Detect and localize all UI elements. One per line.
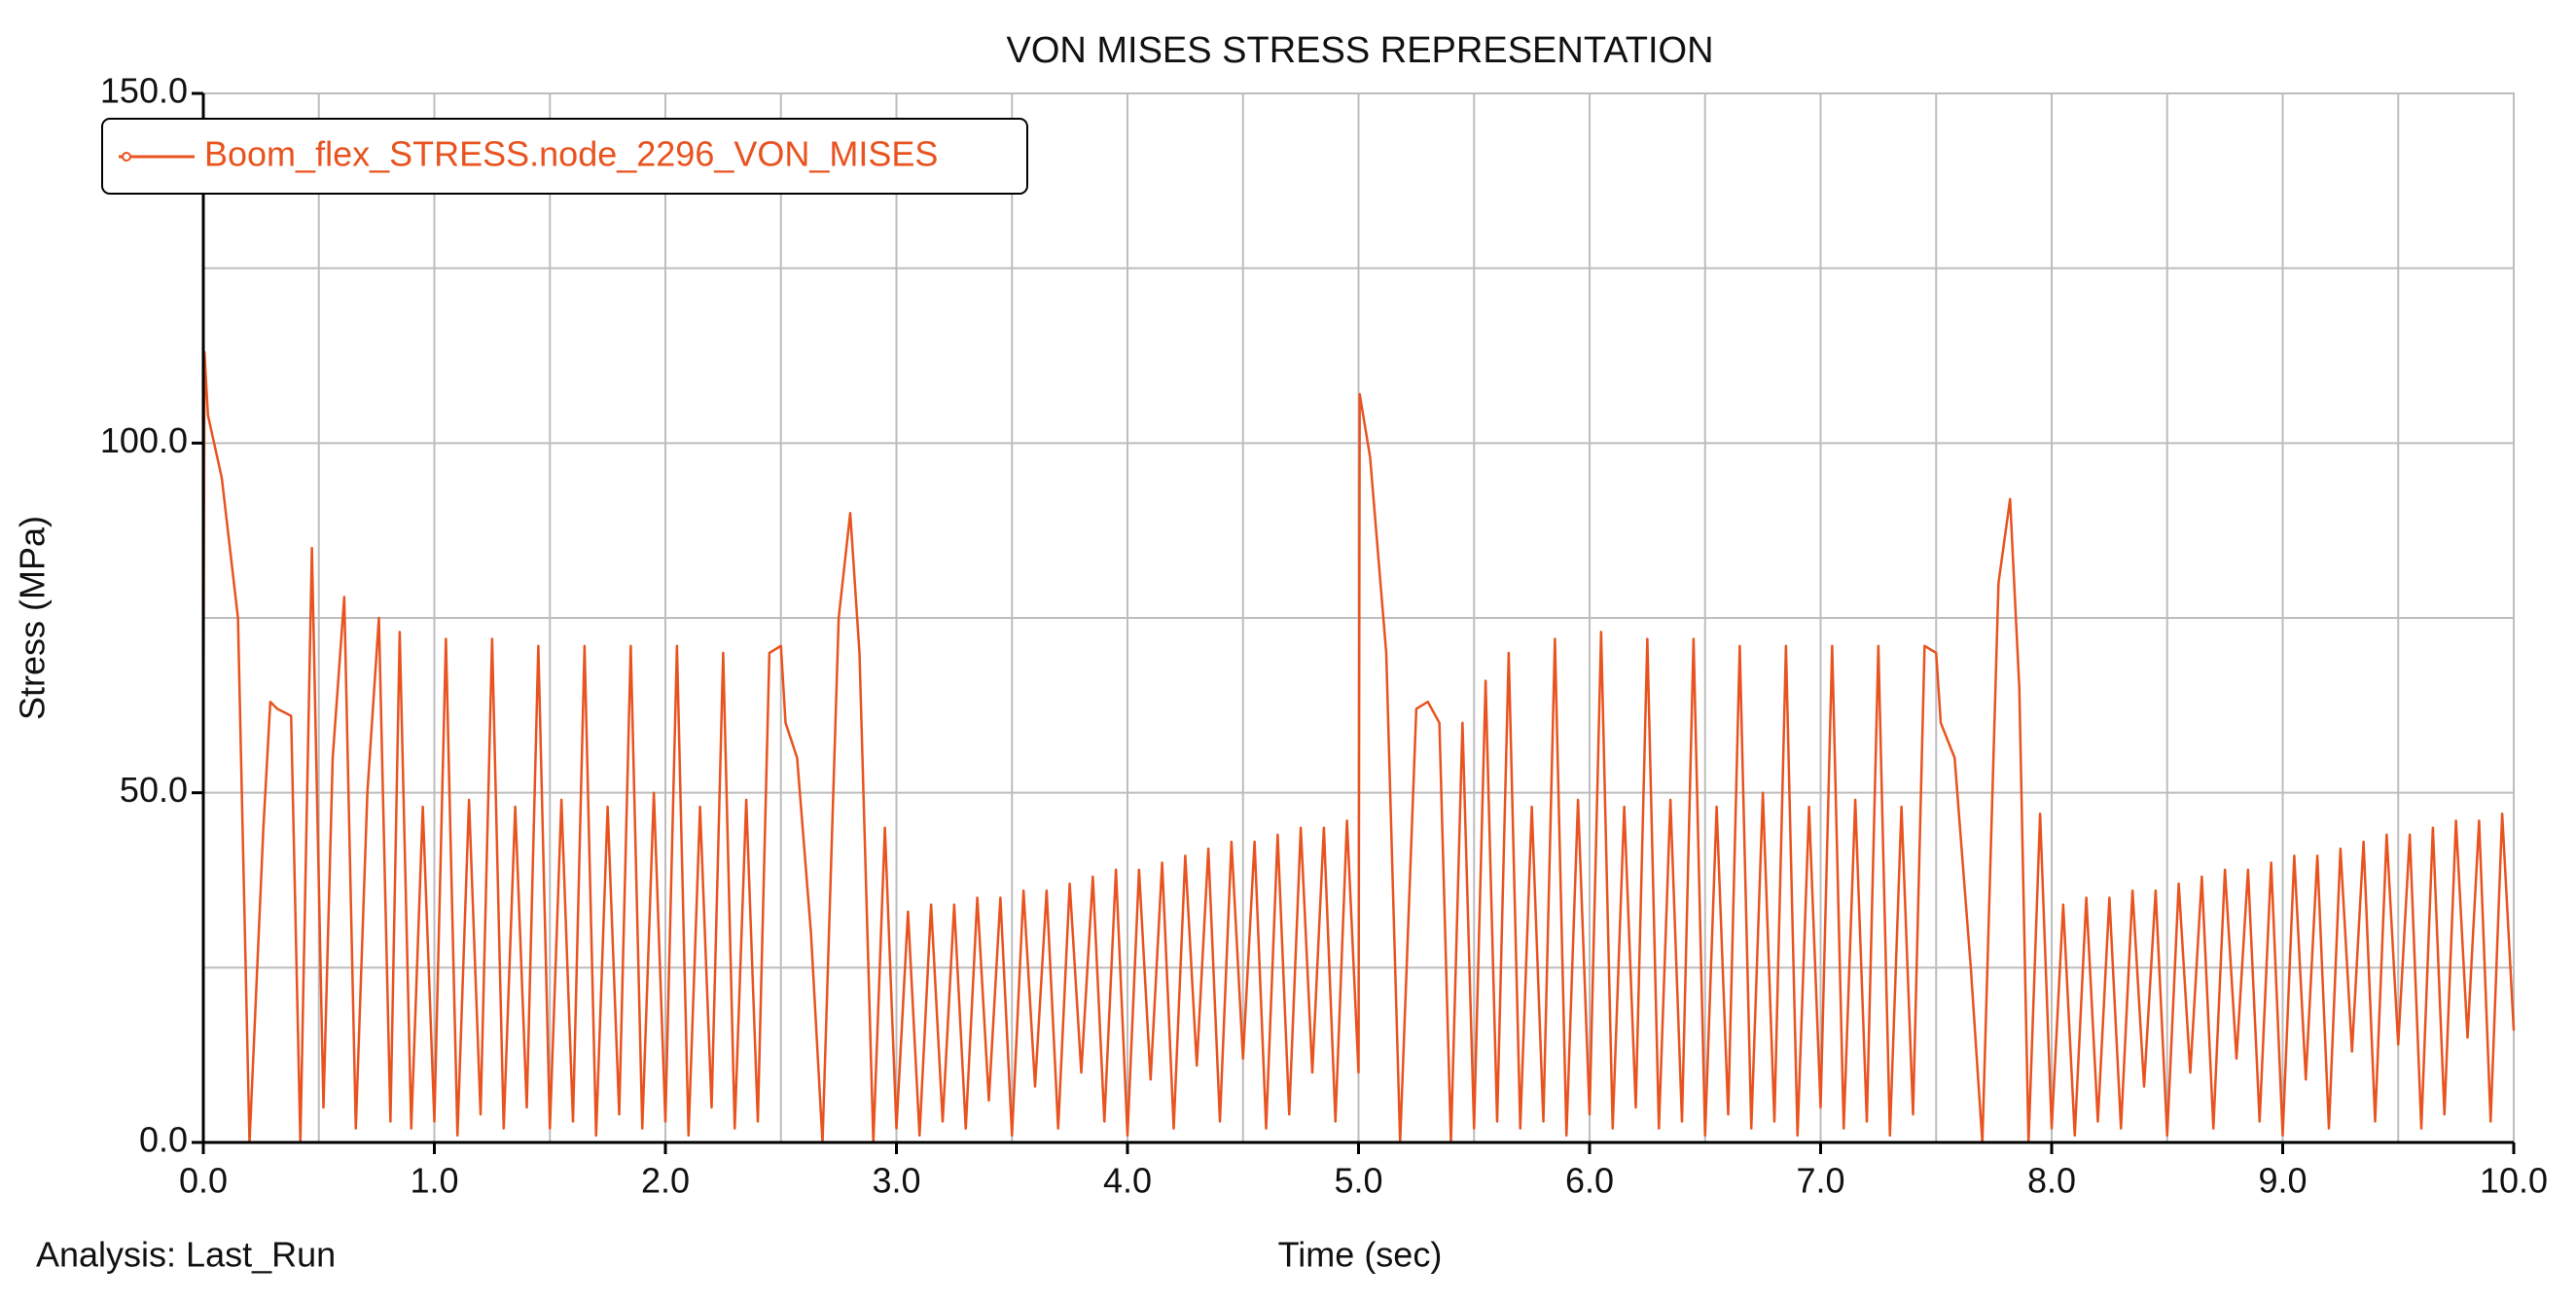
y-tick-label: 0.0 bbox=[139, 1120, 188, 1160]
x-tick-label: 7.0 bbox=[1796, 1161, 1844, 1201]
x-tick-label: 4.0 bbox=[1103, 1161, 1152, 1201]
y-tick-label: 150.0 bbox=[100, 71, 188, 111]
data-line bbox=[201, 350, 2516, 1144]
legend-label: Boom_flex_STRESS.node_2296_VON_MISES bbox=[204, 134, 938, 174]
footer: Analysis: Last_Run bbox=[36, 1235, 336, 1275]
y-axis-label: Stress (MPa) bbox=[13, 516, 53, 720]
x-tick-label: 9.0 bbox=[2258, 1161, 2307, 1201]
x-tick-label: 3.0 bbox=[872, 1161, 920, 1201]
chart-title: VON MISES STRESS REPRESENTATION bbox=[1006, 30, 1713, 71]
x-tick-label: 10.0 bbox=[2480, 1161, 2548, 1201]
x-tick-label: 6.0 bbox=[1565, 1161, 1614, 1201]
x-axis-label: Time (sec) bbox=[1278, 1235, 1443, 1275]
y-tick-label: 50.0 bbox=[120, 770, 188, 810]
x-tick-label: 0.0 bbox=[179, 1161, 228, 1201]
x-tick-label: 5.0 bbox=[1334, 1161, 1382, 1201]
legend-marker bbox=[122, 152, 131, 162]
y-tick-label: 100.0 bbox=[100, 420, 188, 460]
x-tick-label: 1.0 bbox=[410, 1161, 458, 1201]
x-tick-label: 8.0 bbox=[2027, 1161, 2076, 1201]
x-tick-label: 2.0 bbox=[641, 1161, 690, 1201]
legend-box bbox=[101, 118, 1028, 195]
legend: Boom_flex_STRESS.node_2296_VON_MISES bbox=[101, 118, 1028, 195]
